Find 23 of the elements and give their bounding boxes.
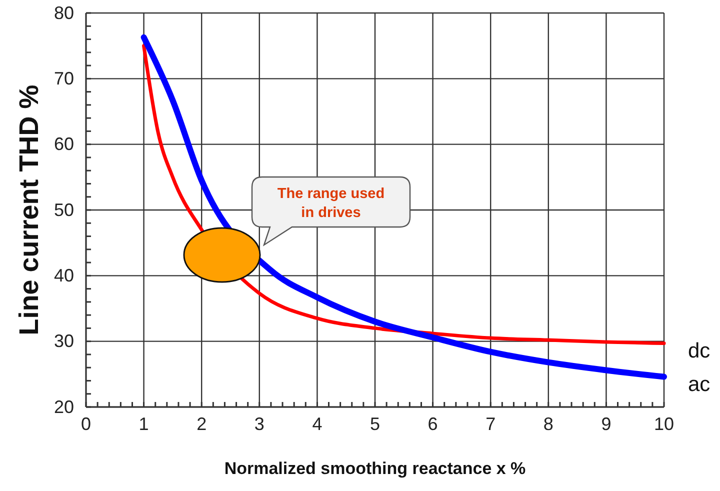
x-tick-label: 7 xyxy=(486,414,496,434)
y-tick-label: 30 xyxy=(54,331,74,352)
y-tick-label: 50 xyxy=(54,200,74,220)
y-tick-label: 40 xyxy=(54,265,74,286)
y-tick-label: 70 xyxy=(54,68,74,88)
x-tick-label: 8 xyxy=(543,414,554,434)
y-tick-label: 60 xyxy=(54,134,74,154)
x-tick-label: 3 xyxy=(254,414,264,434)
x-tick-label: 10 xyxy=(654,414,674,434)
x-axis-title: Normalized smoothing reactance x % xyxy=(224,459,526,478)
series-label: dc xyxy=(688,339,710,362)
y-tick-label: 20 xyxy=(54,396,74,417)
y-tick-label: 80 xyxy=(54,2,74,23)
x-tick-label: 2 xyxy=(196,414,207,434)
x-tick-label: 5 xyxy=(370,414,380,434)
x-tick-label: 1 xyxy=(138,414,149,434)
x-tick-label: 9 xyxy=(601,414,612,434)
x-tick-label: 4 xyxy=(312,414,322,434)
y-axis-title: Line current THD % xyxy=(14,84,44,336)
annotation: The range used in drives xyxy=(277,186,385,221)
x-tick-label: 0 xyxy=(80,414,92,434)
series-label: ac xyxy=(688,372,710,396)
x-tick-label: 6 xyxy=(428,414,438,434)
